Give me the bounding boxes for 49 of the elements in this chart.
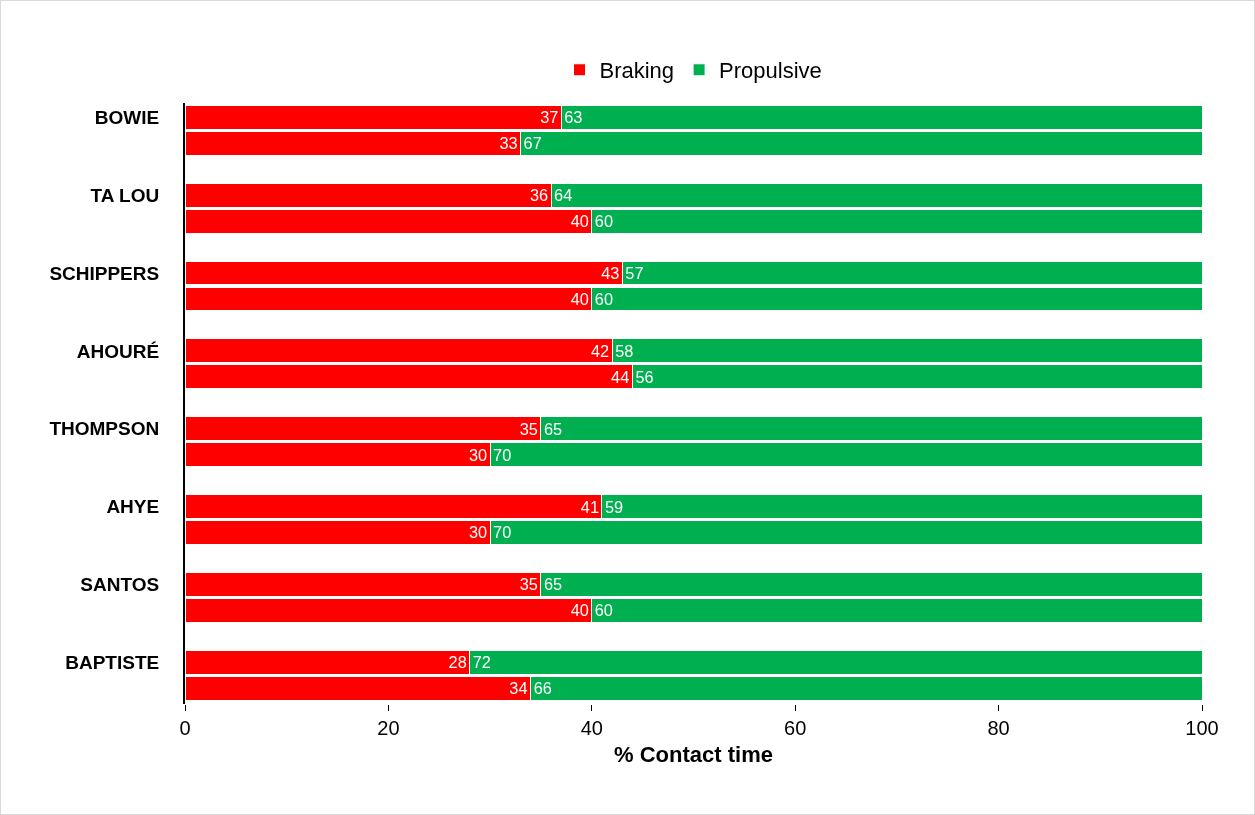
x-tick-label: 20 [377,717,400,739]
x-tick-label: 100 [1185,717,1219,739]
data-label: 35 [519,419,538,438]
data-label: 65 [543,575,563,594]
data-label: 70 [493,523,512,542]
y-tick-label: BOWIE [94,106,160,128]
data-label: 65 [543,419,563,438]
data-label: 72 [472,653,491,672]
data-label: 44 [611,367,630,386]
data-label: 60 [594,289,613,308]
data-label: 64 [554,185,573,204]
y-tick-label: SANTOS [80,574,160,596]
data-label: 37 [540,108,559,127]
data-label: 60 [594,211,613,230]
data-label: 41 [580,497,599,516]
y-tick-label: AHOURÉ [76,340,160,362]
x-tick-label: 40 [580,717,603,739]
y-tick-label: AHYE [106,496,160,518]
y-tick-label: TA LOU [90,184,160,206]
legend-label: Propulsive [719,58,822,84]
data-label: 57 [625,263,644,282]
data-label: 59 [604,497,624,516]
data-label: 70 [493,445,512,464]
data-label: 60 [594,601,613,620]
x-axis-title: % Contact time [614,741,773,767]
data-label: 40 [570,211,589,230]
data-label: 63 [564,108,583,127]
data-label: 30 [468,445,488,464]
data-label: 58 [615,341,634,360]
data-label: 28 [448,653,467,672]
x-tick-label: 0 [179,717,191,739]
data-label: 56 [635,367,654,386]
data-label: 33 [499,134,518,153]
data-label: 40 [570,601,589,620]
y-tick-label: BAPTISTE [65,652,160,674]
data-label: 34 [509,679,528,698]
data-label: 36 [529,185,549,204]
data-label: 43 [601,263,620,282]
data-label: 67 [523,134,542,153]
legend-label: Braking [599,58,675,84]
data-label: 35 [519,575,538,594]
data-label: 40 [570,289,589,308]
data-label: 30 [468,523,488,542]
x-tick-label: 60 [784,717,807,739]
data-label: 42 [590,341,610,360]
y-tick-label: SCHIPPERS [49,262,160,284]
y-tick-label: THOMPSON [49,418,160,440]
x-tick-label: 80 [987,717,1010,739]
data-label: 66 [533,679,552,698]
